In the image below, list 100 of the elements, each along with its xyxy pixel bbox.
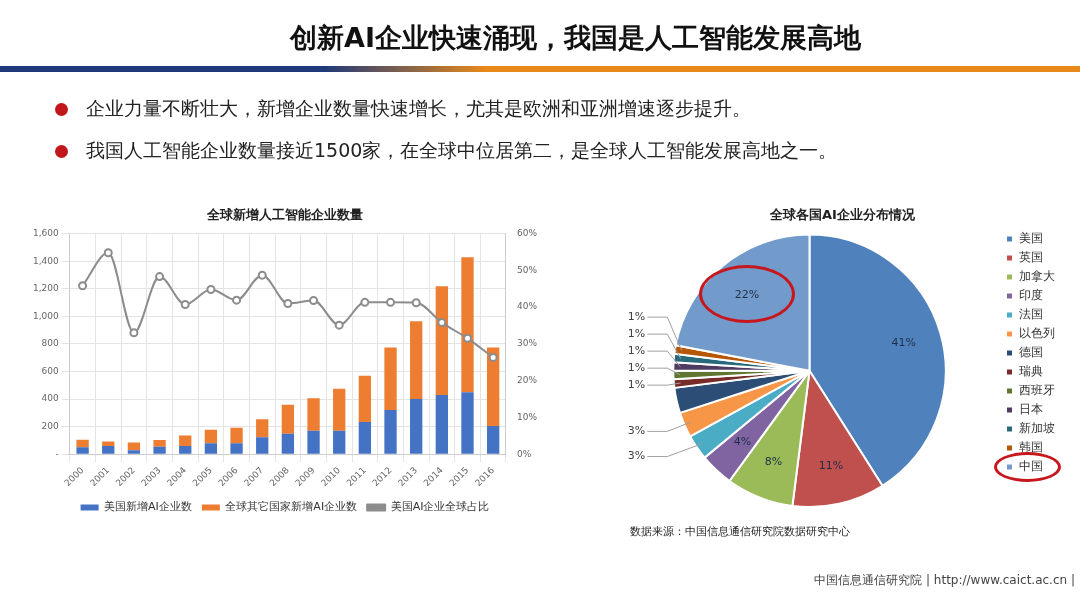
bar: [204, 443, 218, 454]
legend-label: 新加坡: [1019, 421, 1055, 436]
legend-label: 韩国: [1019, 440, 1043, 455]
bar: [102, 441, 115, 446]
point: [334, 320, 344, 330]
legend-label: 美国: [1019, 231, 1043, 246]
legend-label: 加拿大: [1019, 269, 1055, 284]
bar: [333, 430, 346, 454]
bar: [76, 439, 89, 448]
y-tick-label: 1,400: [33, 255, 60, 266]
y-tick-label: 200: [41, 420, 60, 431]
y2-tick-label: 0%: [517, 448, 532, 459]
y2-tick-label: 30%: [517, 338, 538, 349]
y2-tick-label: 40%: [517, 301, 538, 312]
bar: [281, 404, 295, 434]
chart-title: 全球新增人工智能企业数量: [206, 207, 363, 223]
y-tick-label: 600: [41, 365, 60, 376]
point: [155, 272, 165, 282]
legend-label: 全球其它国家新增AI企业数: [225, 500, 358, 514]
bar: [281, 433, 295, 454]
bar: [410, 321, 423, 400]
legend-label: 美国AI企业全球占比: [390, 500, 490, 514]
legend-label: 德国: [1019, 345, 1043, 360]
point: [129, 328, 139, 338]
data-label: 1%: [627, 378, 646, 392]
bar: [461, 392, 474, 454]
bar: [179, 435, 192, 446]
data-label: 8%: [764, 454, 783, 468]
legend-label: 法国: [1019, 307, 1043, 322]
point: [206, 284, 216, 294]
data-label: 4%: [733, 435, 752, 449]
bar: [179, 445, 192, 454]
legend-label: 英国: [1019, 250, 1043, 265]
bar: [307, 430, 320, 454]
bar: [384, 347, 397, 411]
data-label: 1%: [627, 327, 646, 341]
data-label: 41%: [891, 336, 916, 350]
y-tick-label: 1,600: [33, 227, 60, 238]
bar: [230, 443, 243, 454]
text: 我国人工智能企业数量接近1500家，在全球中位居第二，是全球人工智能发展高地之一。: [86, 139, 838, 161]
data-label: 3%: [627, 424, 646, 438]
bar: [256, 419, 269, 438]
bar: [384, 410, 397, 454]
bar: [435, 286, 448, 395]
bar: [333, 388, 346, 431]
y-tick-label: 1,000: [33, 310, 60, 321]
point: [488, 352, 498, 362]
data-label: 11%: [818, 459, 844, 473]
y-tick-label: 800: [41, 338, 60, 349]
y2-tick-label: 60%: [517, 227, 538, 238]
data-label: 1%: [627, 361, 646, 375]
chart-title: 全球各国AI企业分布情况: [769, 207, 916, 223]
source-note: 数据来源：中国信息通信研究院数据研究中心: [630, 524, 850, 539]
bar: [153, 446, 166, 454]
point: [180, 300, 190, 310]
legend-label: 瑞典: [1019, 364, 1043, 379]
bar: [410, 399, 423, 454]
point: [283, 298, 293, 308]
bar: [153, 440, 166, 447]
y-tick-label: 400: [41, 393, 60, 404]
legend-label: 西班牙: [1019, 383, 1055, 398]
legend-label: 中国: [1019, 459, 1043, 474]
point: [78, 281, 88, 291]
point: [437, 318, 447, 328]
bar: [230, 427, 243, 444]
point: [257, 270, 267, 280]
data-label: 1%: [627, 344, 646, 358]
y2-tick-label: 10%: [517, 411, 538, 422]
text: 企业力量不断壮大，新增企业数量快速增长，尤其是欧洲和亚洲增速逐步提升。: [86, 97, 751, 119]
text: 创新AI企业快速涌现，我国是人工智能发展高地: [290, 21, 861, 55]
point: [360, 297, 370, 307]
y-tick-label: 1,200: [33, 283, 60, 294]
data-label: 3%: [627, 449, 646, 463]
bar: [487, 425, 500, 454]
bar: [204, 429, 218, 444]
point: [309, 296, 319, 306]
data-label: 22%: [734, 288, 760, 302]
legend-label: 日本: [1019, 402, 1043, 417]
bar: [461, 257, 474, 393]
text: 中国信息通信研究院 | http://www.caict.ac.cn |: [814, 572, 1075, 589]
bar: [307, 398, 320, 431]
point: [103, 248, 113, 258]
bar: [487, 347, 500, 426]
data-label: 1%: [627, 310, 646, 324]
bar: [358, 375, 372, 423]
bar: [127, 442, 141, 451]
bar: [76, 447, 89, 454]
bar: [358, 422, 372, 454]
bar: [102, 445, 115, 454]
legend-label: 印度: [1019, 288, 1043, 303]
legend-label: 以色列: [1019, 326, 1055, 341]
bar: [435, 394, 448, 454]
point: [463, 333, 473, 343]
y2-tick-label: 20%: [517, 374, 538, 385]
point: [411, 298, 421, 308]
y-tick-label: -: [55, 448, 59, 459]
point: [386, 297, 396, 307]
point: [232, 295, 242, 305]
bar: [256, 437, 269, 454]
bar: [127, 450, 141, 454]
